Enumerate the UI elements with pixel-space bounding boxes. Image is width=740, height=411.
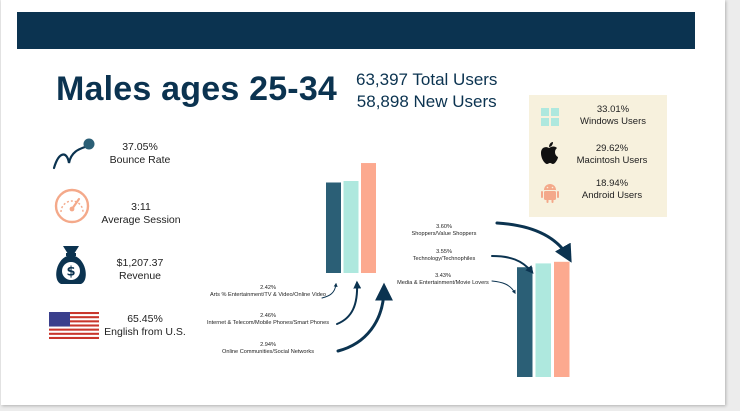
us-flag-icon <box>49 312 99 339</box>
flag-stripe <box>49 316 99 319</box>
arrow-chart2-2 <box>491 255 534 274</box>
bounce-label: Bounce Rate <box>109 154 171 166</box>
revenue-label: Revenue <box>118 270 162 282</box>
total-users: 63,397 Total Users <box>356 70 498 89</box>
revenue-value: $1,207.37 <box>116 257 164 269</box>
android-value: 18.94% <box>595 178 629 189</box>
metric-revenue: $1,207.37 Revenue <box>109 257 171 283</box>
metric-bounce: 37.05% Bounce Rate <box>107 141 173 167</box>
arrow-chart2-1 <box>495 221 572 263</box>
chart2-label-2: 3.55% Technology/Technophiles <box>399 249 489 263</box>
os-windows: 33.01% Windows Users <box>573 104 653 128</box>
metric-english: 65.45% English from U.S. <box>104 313 186 339</box>
arrow-chart1-3 <box>336 282 393 353</box>
flag-stripe <box>49 324 99 327</box>
chart2-bar-3 <box>554 261 570 377</box>
flag-stripe <box>49 312 99 315</box>
speedometer-icon <box>54 188 90 224</box>
chart2-label-value: 3.43% <box>435 273 451 279</box>
mac-label: Macintosh Users <box>576 155 648 166</box>
user-counts: 63,397 Total Users 58,898 New Users <box>356 69 497 113</box>
english-label: English from U.S. <box>104 326 186 338</box>
svg-text:$: $ <box>66 265 75 280</box>
windows-icon <box>541 108 559 126</box>
english-value: 65.45% <box>127 313 163 325</box>
apple-icon <box>541 142 558 164</box>
arrow-chart1-1 <box>321 282 338 299</box>
chart1-label-text: Online Communities/Social Networks <box>221 349 315 355</box>
chart1-bar-3 <box>361 163 376 273</box>
arrow-chart1-2 <box>336 280 362 325</box>
chart1-label-value: 2.42% <box>260 285 276 291</box>
chart2-label-text: Shoppers/Value Shoppers <box>411 231 477 237</box>
chart1-label-value: 2.94% <box>260 342 276 348</box>
android-label: Android Users <box>581 190 643 201</box>
flag-stripe <box>49 320 99 323</box>
chart2-label-1: 3.43% Media & Entertainment/Movie Lovers <box>378 273 508 287</box>
android-icon <box>541 184 559 203</box>
chart2-label-text: Media & Entertainment/Movie Lovers <box>397 280 489 286</box>
chart1-label-value: 2.46% <box>260 313 276 319</box>
chart2-label-3: 3.60% Shoppers/Value Shoppers <box>389 224 499 238</box>
os-android: 18.94% Android Users <box>571 178 653 202</box>
flag-stripe <box>49 336 99 339</box>
money-bag-icon: $ <box>56 246 86 284</box>
chart1-label-text: Internet & Telecom/Mobile Phones/Smart P… <box>206 320 330 326</box>
bounce-icon <box>52 138 95 170</box>
chart1-label-3: 2.94% Online Communities/Social Networks <box>208 342 328 356</box>
chart1-bar-2 <box>343 180 359 273</box>
page-title: Males ages 25-34 <box>56 70 338 108</box>
session-label: Average Session <box>101 214 181 226</box>
chart1-label-1: 2.42% Arts % Entertainment/TV & Video/Onl… <box>193 285 343 299</box>
windows-value: 33.01% <box>596 104 630 115</box>
chart1-label-text: Arts % Entertainment/TV & Video/Online V… <box>209 292 327 298</box>
os-mac: 29.62% Macintosh Users <box>571 143 653 167</box>
new-users: 58,898 New Users <box>356 92 497 111</box>
flag-stripe <box>49 328 99 331</box>
chart2-bar-2 <box>535 263 551 377</box>
arrow-chart2-3 <box>491 280 516 295</box>
chart1-bar-1 <box>326 182 341 273</box>
chart2-label-value: 3.55% <box>436 249 452 255</box>
metric-session: 3:11 Average Session <box>98 201 184 227</box>
session-value: 3:11 <box>131 201 151 213</box>
mac-value: 29.62% <box>595 143 629 154</box>
flag-stripe <box>49 332 99 335</box>
bounce-value: 37.05% <box>122 141 158 153</box>
chart2-label-value: 3.60% <box>436 224 452 230</box>
windows-label: Windows Users <box>580 116 646 127</box>
chart2-label-text: Technology/Technophiles <box>412 256 476 262</box>
header-banner <box>17 12 695 49</box>
chart1-label-2: 2.46% Internet & Telecom/Mobile Phones/Sm… <box>193 313 343 327</box>
chart2-bar-1 <box>517 267 533 377</box>
